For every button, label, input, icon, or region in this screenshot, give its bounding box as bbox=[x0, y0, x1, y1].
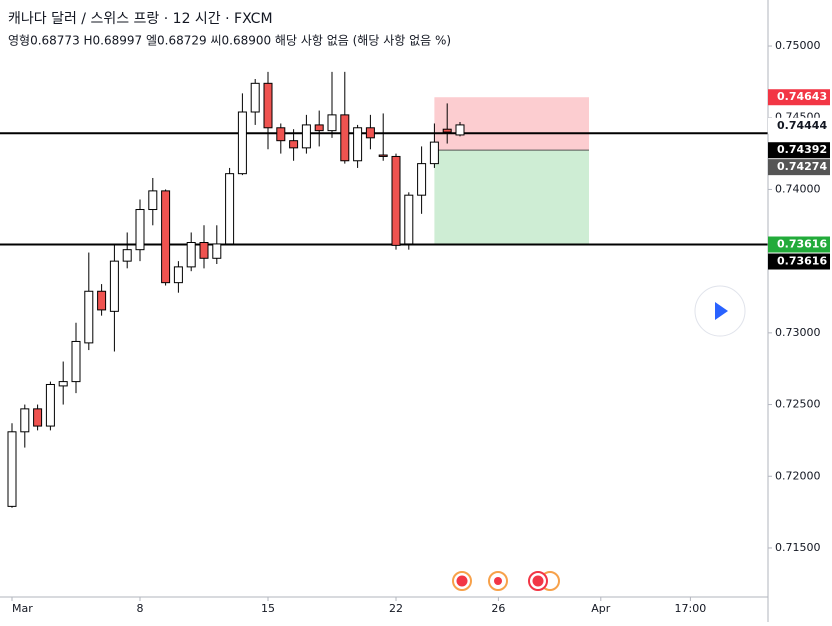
x-tick-label: Mar bbox=[12, 602, 33, 615]
price-label: 0.74444 bbox=[777, 119, 827, 132]
candle-body bbox=[186, 242, 196, 268]
price-label-bg bbox=[768, 117, 830, 134]
candle-body bbox=[7, 431, 17, 507]
plot bbox=[0, 71, 768, 508]
candle-body bbox=[301, 124, 311, 149]
x-tick-label: 17:00 bbox=[675, 602, 707, 615]
candle-body bbox=[365, 127, 375, 139]
candle-body bbox=[455, 124, 465, 136]
candle-body bbox=[340, 114, 350, 162]
price-label-bg bbox=[768, 89, 830, 106]
candle-body bbox=[442, 128, 452, 133]
event-icons[interactable] bbox=[452, 571, 560, 591]
price-label-bg bbox=[768, 159, 830, 176]
candle-body bbox=[109, 260, 119, 312]
play-button[interactable] bbox=[694, 285, 746, 337]
price-label-bg bbox=[768, 142, 830, 159]
target-zone bbox=[434, 150, 589, 245]
price-label: 0.73616 bbox=[777, 238, 827, 251]
candle-body bbox=[417, 163, 427, 196]
candle-body bbox=[20, 408, 30, 433]
price-label: 0.74274 bbox=[777, 160, 827, 173]
price-label: 0.74392 bbox=[777, 143, 827, 156]
candle-body bbox=[148, 190, 158, 211]
candle-body bbox=[97, 290, 107, 311]
candle-body bbox=[199, 242, 209, 259]
x-tick-label: 8 bbox=[137, 602, 144, 615]
candle-body bbox=[58, 381, 68, 387]
candle-body bbox=[173, 266, 183, 284]
candle-body bbox=[353, 127, 363, 162]
x-tick-label: 22 bbox=[389, 602, 403, 615]
candle-body bbox=[327, 114, 337, 132]
candle-body bbox=[378, 154, 388, 157]
stop-zone bbox=[434, 97, 589, 151]
chart-title: 캐나다 달러 / 스위스 프랑 · 12 시간 · FXCM bbox=[8, 11, 273, 27]
candle-body bbox=[212, 243, 222, 259]
y-tick-label: 0.71500 bbox=[775, 541, 821, 554]
price-label-bg bbox=[768, 253, 830, 270]
candle-body bbox=[33, 408, 43, 427]
candle-body bbox=[276, 127, 286, 142]
candle-body bbox=[289, 140, 299, 149]
candle-body bbox=[84, 290, 94, 344]
y-tick-label: 0.72000 bbox=[775, 469, 821, 482]
x-tick-label: 26 bbox=[491, 602, 505, 615]
candle-body bbox=[263, 82, 273, 129]
price-label: 0.74643 bbox=[777, 90, 827, 103]
y-tick-label: 0.74000 bbox=[775, 182, 821, 195]
price-label: 0.73616 bbox=[777, 255, 827, 268]
y-tick-label: 0.72500 bbox=[775, 398, 821, 411]
price-label-bg bbox=[768, 236, 830, 253]
y-tick-label: 0.75000 bbox=[775, 39, 821, 52]
candle-body bbox=[45, 383, 55, 427]
y-tick-label: 0.73000 bbox=[775, 326, 821, 339]
candle-body bbox=[391, 155, 401, 246]
candle-body bbox=[225, 173, 235, 245]
candle-body bbox=[161, 190, 171, 284]
x-tick-label: Apr bbox=[591, 602, 611, 615]
candle-body bbox=[122, 249, 132, 262]
ohlc-legend: 영형0.68773 H0.68997 엘0.68729 씨0.68900 해당 … bbox=[8, 34, 451, 48]
candle-body bbox=[429, 141, 439, 165]
candle-body bbox=[71, 340, 81, 383]
candle-body bbox=[404, 194, 414, 245]
candle-body bbox=[250, 82, 260, 113]
x-tick-label: 15 bbox=[261, 602, 275, 615]
candle-body bbox=[135, 209, 145, 251]
candle-body bbox=[314, 124, 324, 132]
candle-body bbox=[237, 111, 247, 175]
